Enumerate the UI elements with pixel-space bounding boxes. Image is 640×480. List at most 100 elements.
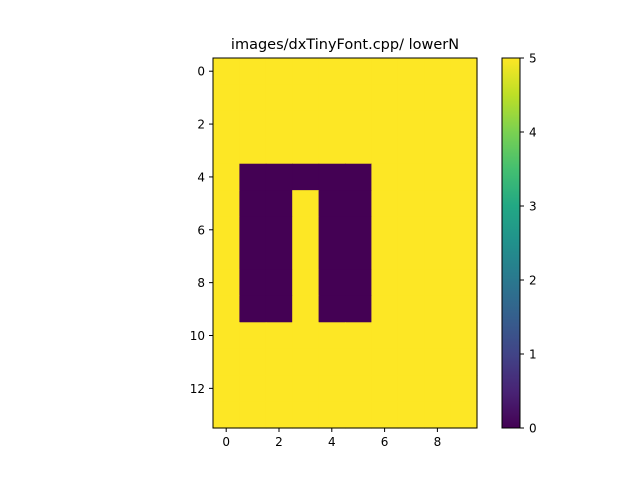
plot-frame	[212, 57, 478, 429]
heatmap-cell	[345, 163, 372, 191]
heatmap-cell	[213, 243, 240, 271]
heatmap-cell	[450, 269, 478, 297]
heatmap-cell	[292, 84, 320, 112]
heatmap-cell	[265, 58, 293, 86]
heatmap-cell	[371, 375, 399, 403]
heatmap-cell	[424, 84, 452, 112]
colorbar-axis: 0 1 2 3 4 5	[520, 52, 537, 436]
heatmap-cell	[318, 110, 346, 138]
y-tick-label: 4	[197, 170, 205, 184]
heatmap-cell	[239, 375, 267, 403]
heatmap-cell	[292, 322, 320, 350]
heatmap-cell	[239, 58, 267, 86]
heatmap-cell	[239, 216, 267, 244]
heatmap-cell	[397, 58, 425, 86]
heatmap-cell	[424, 295, 452, 323]
heatmap-cell	[318, 295, 346, 323]
heatmap-cell	[239, 295, 267, 323]
colorbar-tick-label: 5	[529, 52, 537, 66]
heatmap-cell	[450, 163, 478, 191]
heatmap-cell	[318, 84, 346, 112]
heatmap-cell	[450, 295, 478, 323]
heatmap-cell	[371, 322, 399, 350]
heatmap-cell	[292, 137, 320, 165]
heatmap-cell	[292, 295, 320, 323]
x-tick-label: 4	[328, 435, 336, 449]
heatmap-cell	[213, 190, 240, 218]
heatmap-cell	[450, 190, 478, 218]
heatmap-cell	[345, 84, 372, 112]
heatmap-cell	[265, 348, 293, 376]
heatmap-cell	[292, 243, 320, 271]
heatmap-cell	[265, 322, 293, 350]
y-tick-label: 8	[197, 276, 205, 290]
heatmap-cell	[239, 322, 267, 350]
heatmap-cell	[450, 216, 478, 244]
heatmap-cell	[345, 375, 372, 403]
heatmap-cell	[424, 243, 452, 271]
colorbar-tick-label: 4	[529, 126, 537, 140]
heatmap-cell	[424, 348, 452, 376]
heatmap-cell	[397, 163, 425, 191]
heatmap-cell	[450, 58, 478, 86]
heatmap-cell	[371, 401, 399, 429]
heatmap-cell	[318, 401, 346, 429]
heatmap-cell	[292, 216, 320, 244]
heatmap-cell	[450, 322, 478, 350]
heatmap-cell	[265, 269, 293, 297]
heatmap-cell	[265, 401, 293, 429]
heatmap-cell	[239, 348, 267, 376]
heatmap-cell	[318, 190, 346, 218]
x-tick-label: 6	[381, 435, 389, 449]
heatmap-cell	[397, 295, 425, 323]
heatmap-cell	[265, 295, 293, 323]
heatmap-cell	[424, 375, 452, 403]
heatmap-cell	[371, 137, 399, 165]
heatmap-cell	[265, 190, 293, 218]
heatmap-cell	[450, 348, 478, 376]
x-tick-label: 0	[222, 435, 230, 449]
heatmap-cell	[450, 375, 478, 403]
heatmap-cell	[239, 401, 267, 429]
heatmap-cell	[371, 295, 399, 323]
heatmap-cell	[292, 375, 320, 403]
y-tick-label: 0	[197, 65, 205, 79]
heatmap-cell	[371, 348, 399, 376]
heatmap-cell	[213, 348, 240, 376]
heatmap-cell	[213, 375, 240, 403]
heatmap-cell	[397, 348, 425, 376]
heatmap-cell	[265, 84, 293, 112]
heatmap-cell	[397, 375, 425, 403]
heatmap-cell	[450, 243, 478, 271]
heatmap-cell	[450, 401, 478, 429]
heatmap-cell	[397, 322, 425, 350]
heatmap-cell	[213, 401, 240, 429]
heatmap-cell	[239, 110, 267, 138]
heatmap-cell	[265, 375, 293, 403]
heatmap-cell	[450, 110, 478, 138]
heatmap-cell	[213, 322, 240, 350]
heatmap-cell	[213, 216, 240, 244]
heatmap-cell	[213, 163, 240, 191]
heatmap-cell	[318, 58, 346, 86]
heatmap-cell	[213, 84, 240, 112]
heatmap-cell	[213, 269, 240, 297]
heatmap-cell	[292, 110, 320, 138]
heatmap-cell	[318, 375, 346, 403]
heatmap-cell	[265, 163, 293, 191]
heatmap-cell	[345, 269, 372, 297]
heatmap-cell	[371, 163, 399, 191]
heatmap-cell	[371, 190, 399, 218]
heatmap-cell	[397, 137, 425, 165]
heatmap-cell	[424, 322, 452, 350]
heatmap-cell	[265, 137, 293, 165]
heatmap-cell	[265, 110, 293, 138]
heatmap-cell	[292, 401, 320, 429]
heatmap-cell	[318, 322, 346, 350]
heatmap-cell	[345, 295, 372, 323]
heatmap-cell	[239, 137, 267, 165]
heatmap-cell	[371, 84, 399, 112]
heatmap-cell	[292, 269, 320, 297]
heatmap-cell	[397, 110, 425, 138]
